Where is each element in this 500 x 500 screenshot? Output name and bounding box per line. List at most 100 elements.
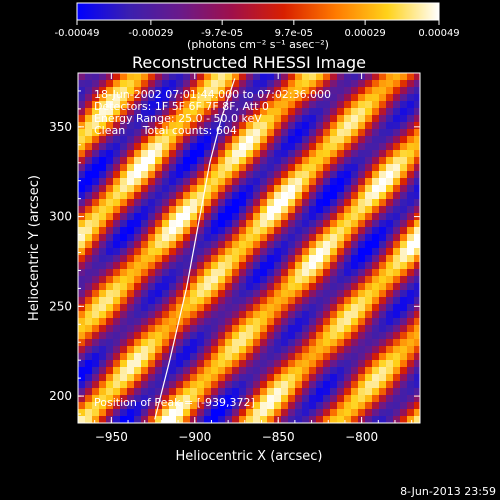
heatmap-cell	[260, 311, 268, 319]
heatmap-cell	[204, 129, 212, 137]
heatmap-cell	[274, 129, 282, 137]
heatmap-cell	[330, 346, 338, 354]
heatmap-cell	[155, 129, 163, 137]
heatmap-cell	[148, 311, 156, 319]
heatmap-cell	[120, 150, 128, 158]
heatmap-cell	[260, 283, 268, 291]
heatmap-cell	[337, 276, 345, 284]
colorbar-rect	[76, 2, 440, 21]
heatmap-cell	[183, 416, 191, 423]
heatmap-cell	[351, 318, 359, 326]
heatmap-cell	[351, 150, 359, 158]
heatmap-cell	[225, 101, 233, 109]
heatmap-cell	[246, 73, 254, 81]
heatmap-cell	[295, 367, 303, 375]
heatmap-cell	[78, 115, 86, 123]
heatmap-cell	[211, 416, 219, 423]
heatmap-cell	[407, 409, 415, 417]
heatmap-cell	[127, 276, 135, 284]
heatmap-cell	[344, 73, 352, 81]
y-axis-label: Heliocentric Y (arcsec)	[27, 175, 42, 321]
heatmap-cell	[176, 206, 184, 214]
heatmap-cell	[365, 115, 373, 123]
heatmap-cell	[155, 353, 163, 361]
heatmap-cell	[372, 339, 380, 347]
heatmap-cell	[302, 262, 310, 270]
heatmap-cell	[85, 353, 93, 361]
heatmap-cell	[134, 122, 142, 130]
heatmap-cell	[274, 353, 282, 361]
heatmap-cell	[351, 297, 359, 305]
heatmap-cell	[85, 409, 93, 417]
heatmap-cell	[393, 150, 401, 158]
heatmap-cell	[204, 290, 212, 298]
heatmap-cell	[211, 409, 219, 417]
heatmap-cell	[295, 143, 303, 151]
heatmap-cell	[106, 353, 114, 361]
heatmap-cell	[225, 108, 233, 116]
heatmap-cell	[414, 283, 420, 291]
heatmap-cell	[253, 94, 261, 102]
heatmap-cell	[204, 213, 212, 221]
heatmap-cell	[274, 332, 282, 340]
heatmap-cell	[330, 339, 338, 347]
heatmap-cell	[204, 283, 212, 291]
heatmap-cell	[99, 227, 107, 235]
heatmap-cell	[372, 283, 380, 291]
heatmap-cell	[176, 269, 184, 277]
heatmap-cell	[260, 262, 268, 270]
heatmap-cell	[414, 178, 420, 186]
heatmap-cell	[323, 129, 331, 137]
heatmap-cell	[113, 108, 121, 116]
heatmap-cell	[386, 227, 394, 235]
heatmap-cell	[414, 353, 420, 361]
heatmap-cell	[218, 255, 226, 263]
heatmap-cell	[379, 346, 387, 354]
heatmap-cell	[260, 108, 268, 116]
heatmap-cell	[190, 192, 198, 200]
heatmap-cell	[239, 402, 247, 410]
heatmap-cell	[106, 108, 114, 116]
heatmap-cell	[99, 157, 107, 165]
heatmap-cell	[316, 94, 324, 102]
heatmap-cell	[113, 283, 121, 291]
heatmap-cell	[183, 220, 191, 228]
heatmap-cell	[386, 171, 394, 179]
heatmap-cell	[162, 290, 170, 298]
heatmap-cell	[183, 311, 191, 319]
heatmap-cell	[365, 374, 373, 382]
heatmap-cell	[141, 304, 149, 312]
heatmap-cell	[253, 227, 261, 235]
heatmap-cell	[267, 220, 275, 228]
heatmap-cell	[113, 234, 121, 242]
heatmap-cell	[204, 409, 212, 417]
heatmap-cell	[85, 94, 93, 102]
heatmap-cell	[106, 122, 114, 130]
heatmap-cell	[225, 276, 233, 284]
heatmap-cell	[246, 108, 254, 116]
heatmap-cell	[288, 416, 296, 423]
heatmap-cell	[120, 325, 128, 333]
colorbar: -0.00049 -0.00029 -9.7e-05 9.7e-05 0.00029 0.…	[55, 2, 460, 51]
heatmap-cell	[85, 332, 93, 340]
heatmap-cell	[218, 185, 226, 193]
heatmap-cell	[386, 80, 394, 88]
heatmap-cell	[141, 402, 149, 410]
heatmap-cell	[190, 122, 198, 130]
heatmap-cell	[330, 283, 338, 291]
heatmap-cell	[351, 213, 359, 221]
heatmap-cell	[281, 248, 289, 256]
heatmap-cell	[239, 367, 247, 375]
heatmap-cell	[127, 283, 135, 291]
heatmap-cell	[260, 360, 268, 368]
heatmap-cell	[190, 409, 198, 417]
heatmap-cell	[232, 388, 240, 396]
heatmap-cell	[225, 220, 233, 228]
heatmap-cell	[330, 374, 338, 382]
heatmap-cell	[274, 115, 282, 123]
heatmap-cell	[379, 409, 387, 417]
heatmap-cell	[106, 94, 114, 102]
heatmap-cell	[267, 395, 275, 403]
heatmap-cell	[106, 262, 114, 270]
heatmap-cell	[106, 143, 114, 151]
